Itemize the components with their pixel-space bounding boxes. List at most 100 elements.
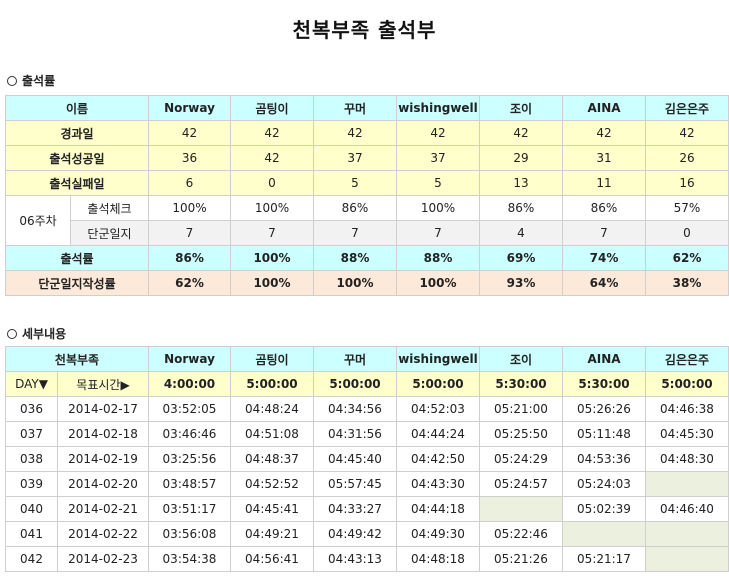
time-cell: 05:02:39: [562, 496, 646, 522]
member-name: 꾸머: [313, 95, 397, 121]
member-name: AINA: [562, 346, 646, 372]
member-name: 조이: [479, 95, 563, 121]
date-cell: 2014-02-19: [57, 446, 149, 472]
table-cell: 42: [313, 120, 397, 146]
time-cell: 04:44:18: [396, 496, 480, 522]
time-cell: 04:52:03: [396, 396, 480, 422]
time-cell: 04:43:13: [313, 546, 397, 572]
date-cell: 2014-02-23: [57, 546, 149, 572]
target-time: 5:00:00: [313, 371, 397, 397]
row-label: 출석실패일: [5, 170, 149, 196]
table-cell: 86%: [148, 245, 231, 271]
table-cell: 26: [645, 145, 729, 171]
table-cell: 86%: [562, 195, 646, 221]
table-row: 출석성공일 36 42 37 37 29 31 26: [5, 145, 729, 171]
table-row: 039 2014-02-20 03:48:57 04:52:52 05:57:45 04:…: [5, 471, 729, 497]
time-cell: 04:52:52: [230, 471, 314, 497]
row-label: 출석률: [5, 245, 149, 271]
time-cell: 04:43:30: [396, 471, 480, 497]
table-cell: 42: [396, 120, 480, 146]
time-cell: 05:11:48: [562, 421, 646, 447]
member-name: Norway: [148, 95, 231, 121]
details-body: 036 2014-02-17 03:52:05 04:48:24 04:34:56 04:…: [5, 396, 729, 572]
table-cell: 100%: [148, 195, 231, 221]
table-cell: 42: [230, 120, 314, 146]
time-cell: 04:45:40: [313, 446, 397, 472]
day-sort-button[interactable]: DAY▼: [5, 371, 58, 397]
table-cell: 57%: [645, 195, 729, 221]
circle-icon: [7, 328, 17, 339]
table-cell: 100%: [230, 195, 314, 221]
time-cell: 04:48:37: [230, 446, 314, 472]
table-cell: 7: [230, 220, 314, 246]
page-title: 천복부족 출석부: [292, 18, 437, 42]
time-cell: 04:53:36: [562, 446, 646, 472]
target-time: 5:00:00: [396, 371, 480, 397]
time-cell: 04:51:08: [230, 421, 314, 447]
time-cell: 04:34:56: [313, 396, 397, 422]
table-row: 041 2014-02-22 03:56:08 04:49:21 04:49:42 04:…: [5, 521, 729, 547]
header-group-cell: 천복부족: [5, 346, 149, 372]
table-cell: 100%: [396, 195, 480, 221]
day-cell: 038: [5, 446, 58, 472]
table-row: 단군일지 7 7 7 7 4 7 0: [5, 220, 729, 246]
header-name-cell: 이름: [5, 95, 149, 121]
time-cell: 04:33:27: [313, 496, 397, 522]
time-cell: [645, 521, 729, 547]
target-time: 4:00:00: [148, 371, 231, 397]
day-cell: 037: [5, 421, 58, 447]
table-cell: 38%: [645, 270, 729, 296]
table-cell: 13: [479, 170, 563, 196]
table-cell: 16: [645, 170, 729, 196]
day-cell: 036: [5, 396, 58, 422]
target-time: 5:00:00: [230, 371, 314, 397]
time-cell: 05:21:26: [479, 546, 563, 572]
table-row: 038 2014-02-19 03:25:56 04:48:37 04:45:40 04:…: [5, 446, 729, 472]
time-cell: 04:48:30: [645, 446, 729, 472]
table-cell: 7: [562, 220, 646, 246]
table-cell: 42: [230, 145, 314, 171]
target-time-row: DAY▼ 목표시간▶ 4:00:00 5:00:00 5:00:00 5:00:…: [5, 371, 729, 397]
table-cell: 31: [562, 145, 646, 171]
target-time: 5:30:00: [562, 371, 646, 397]
table-cell: 100%: [230, 245, 314, 271]
member-name: wishingwell: [396, 346, 480, 372]
table-cell: 100%: [313, 270, 397, 296]
table-cell: 37: [313, 145, 397, 171]
table-header-row: 이름 Norway 곰팅이 꾸머 wishingwell 조이 AINA 김은은…: [5, 95, 729, 121]
date-cell: 2014-02-22: [57, 521, 149, 547]
table-cell: 42: [479, 120, 563, 146]
date-cell: 2014-02-18: [57, 421, 149, 447]
time-cell: 04:46:38: [645, 396, 729, 422]
table-cell: 86%: [313, 195, 397, 221]
table-row: 경과일 42 42 42 42 42 42 42: [5, 120, 729, 146]
table-cell: 100%: [396, 270, 480, 296]
table-cell: 11: [562, 170, 646, 196]
time-cell: 05:24:03: [562, 471, 646, 497]
time-cell: 03:48:57: [148, 471, 231, 497]
circle-icon: [7, 75, 17, 86]
time-cell: 04:42:50: [396, 446, 480, 472]
table-cell: 7: [396, 220, 480, 246]
table-cell: 100%: [230, 270, 314, 296]
day-cell: 041: [5, 521, 58, 547]
row-label: 단군일지작성률: [5, 270, 149, 296]
time-cell: 04:48:18: [396, 546, 480, 572]
member-name: 꾸머: [313, 346, 397, 372]
time-cell: 04:49:30: [396, 521, 480, 547]
day-cell: 039: [5, 471, 58, 497]
attendance-rate-label: 출석률: [22, 74, 56, 88]
table-cell: 37: [396, 145, 480, 171]
member-name: 곰팅이: [230, 95, 314, 121]
details-label: 세부내용: [22, 327, 67, 341]
member-name: 곰팅이: [230, 346, 314, 372]
week-label: 06주차: [5, 195, 71, 246]
time-cell: [645, 546, 729, 572]
table-cell: 62%: [645, 245, 729, 271]
time-cell: 03:54:38: [148, 546, 231, 572]
member-name: AINA: [562, 95, 646, 121]
time-cell: 04:45:41: [230, 496, 314, 522]
table-cell: 4: [479, 220, 563, 246]
attendance-rate-table: 이름 Norway 곰팅이 꾸머 wishingwell 조이 AINA 김은은…: [5, 95, 729, 296]
time-cell: 05:21:00: [479, 396, 563, 422]
